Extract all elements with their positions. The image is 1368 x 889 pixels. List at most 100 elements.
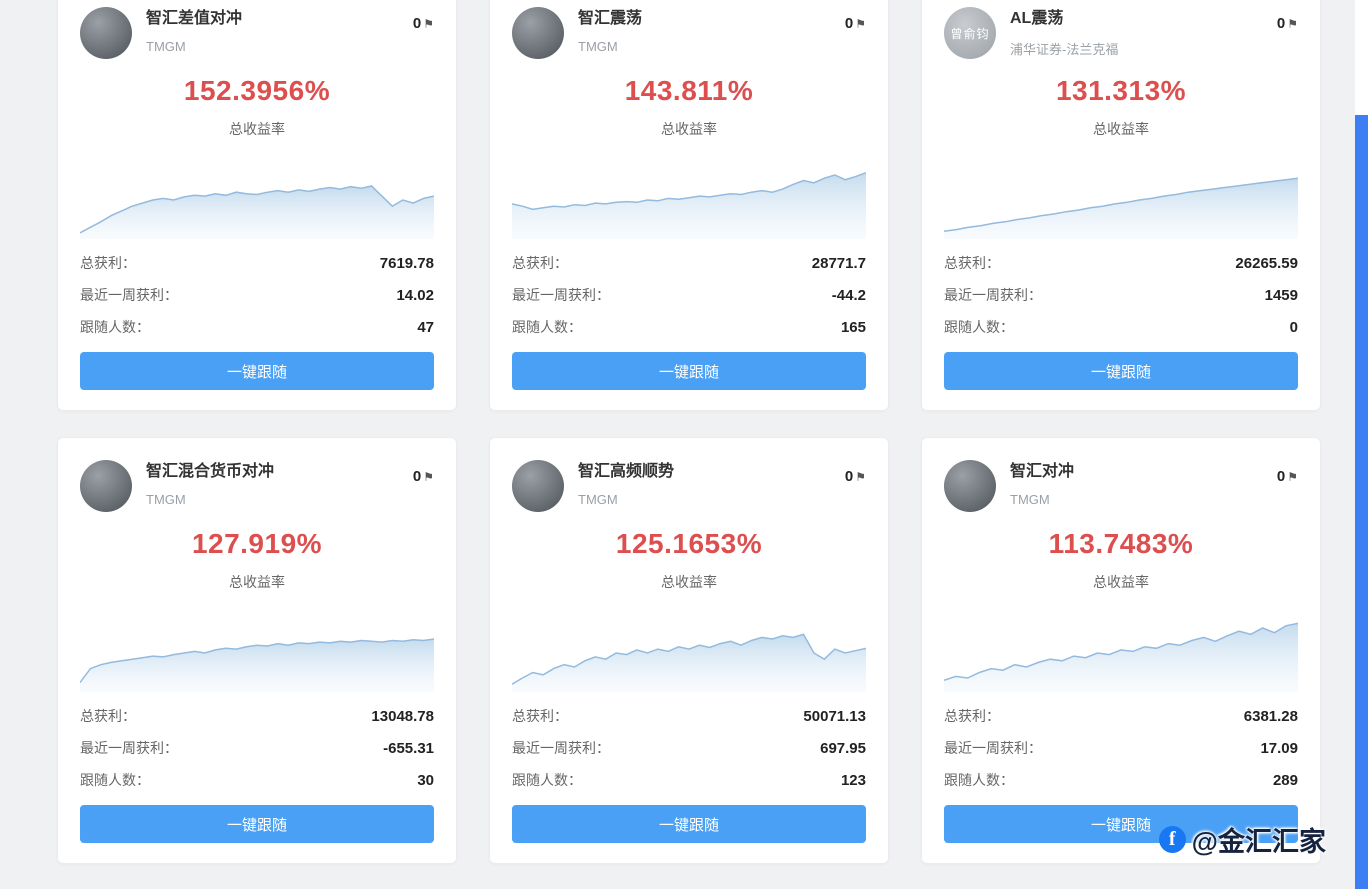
week-profit-label: 最近一周获利： <box>512 740 610 756</box>
flag-count-value: 0 <box>1276 15 1286 32</box>
followers-value: 165 <box>840 319 866 336</box>
flag-count-value: 0 <box>844 468 854 485</box>
total-profit-value: 6381.28 <box>1243 708 1298 725</box>
card-header-text: 智汇震荡 TMGM <box>578 7 845 54</box>
strategy-card: 智汇差值对冲 TMGM 0 ⚑ 152.3956% 总收益率 总获利： 7619… <box>57 0 457 411</box>
total-profit-label: 总获利： <box>512 255 568 271</box>
follow-button[interactable]: 一键跟随 <box>512 805 866 843</box>
follow-button[interactable]: 一键跟随 <box>80 805 434 843</box>
week-profit-value: -44.2 <box>831 287 866 304</box>
total-return-label: 总收益率 <box>1093 121 1149 137</box>
broker-name: TMGM <box>578 39 618 55</box>
week-profit-label: 最近一周获利： <box>80 287 178 303</box>
broker-name: TMGM <box>146 39 186 55</box>
sparkline-chart <box>512 171 866 239</box>
followers-label: 跟随人数： <box>80 772 150 788</box>
avatar-text: 曾俞钧 <box>950 26 990 41</box>
follow-button[interactable]: 一键跟随 <box>944 352 1298 390</box>
follow-button[interactable]: 一键跟随 <box>944 805 1298 843</box>
follow-button[interactable]: 一键跟随 <box>80 352 434 390</box>
total-return-value: 152.3956% <box>183 75 331 106</box>
week-profit-value: -655.31 <box>383 740 434 757</box>
strategy-card: 智汇震荡 TMGM 0 ⚑ 143.811% 总收益率 总获利： 28771.7… <box>489 0 889 411</box>
strategy-card: 曾俞钧 AL震荡 浦华证券-法兰克福 0 ⚑ 131.313% 总收益率 总获利… <box>921 0 1321 411</box>
flag-count-value: 0 <box>844 15 854 32</box>
broker-name: 浦华证券-法兰克福 <box>1010 42 1119 58</box>
total-profit-label: 总获利： <box>80 708 136 724</box>
stats-block: 总获利： 7619.78 最近一周获利： 14.02 跟随人数： 47 <box>80 253 434 349</box>
followers-row: 跟随人数： 123 <box>512 770 866 802</box>
total-profit-label: 总获利： <box>80 255 136 271</box>
stats-block: 总获利： 6381.28 最近一周获利： 17.09 跟随人数： 289 <box>944 706 1298 802</box>
card-header-text: 智汇高频顺势 TMGM <box>578 460 845 507</box>
followers-row: 跟随人数： 0 <box>944 317 1298 349</box>
strategy-card: 智汇混合货币对冲 TMGM 0 ⚑ 127.919% 总收益率 总获利： 130… <box>57 437 457 864</box>
total-profit-label: 总获利： <box>944 708 1000 724</box>
week-profit-value: 1459 <box>1264 287 1298 304</box>
total-profit-row: 总获利： 13048.78 <box>80 706 434 738</box>
watermark-text: @金汇汇家 <box>1191 827 1326 857</box>
total-return-value: 143.811% <box>624 75 754 106</box>
total-return-label: 总收益率 <box>661 574 717 590</box>
week-profit-label: 最近一周获利： <box>944 740 1042 756</box>
total-return-label: 总收益率 <box>229 121 285 137</box>
week-profit-row: 最近一周获利： 14.02 <box>80 285 434 317</box>
card-header-text: 智汇差值对冲 TMGM <box>146 7 413 54</box>
broker-name: TMGM <box>578 492 618 508</box>
total-return-value: 127.919% <box>191 528 323 559</box>
broker-name: TMGM <box>1010 492 1050 508</box>
followers-value: 0 <box>1289 319 1298 336</box>
week-profit-value: 17.09 <box>1260 740 1298 757</box>
card-header: 曾俞钧 AL震荡 浦华证券-法兰克福 0 ⚑ <box>944 7 1298 59</box>
watermark: f @金汇汇家 <box>1158 820 1326 859</box>
stats-block: 总获利： 28771.7 最近一周获利： -44.2 跟随人数： 165 <box>512 253 866 349</box>
followers-label: 跟随人数： <box>80 319 150 335</box>
strategy-name: 智汇对冲 <box>1010 463 1075 480</box>
strategy-card-grid: 智汇差值对冲 TMGM 0 ⚑ 152.3956% 总收益率 总获利： 7619… <box>57 0 1321 864</box>
avatar <box>944 460 996 512</box>
flag-icon: ⚑ <box>855 469 866 484</box>
total-profit-label: 总获利： <box>512 708 568 724</box>
avatar <box>80 460 132 512</box>
week-profit-label: 最近一周获利： <box>80 740 178 756</box>
followers-label: 跟随人数： <box>512 772 582 788</box>
flag-count: 0 ⚑ <box>845 7 866 32</box>
total-profit-value: 28771.7 <box>811 255 866 272</box>
sparkline-chart <box>80 185 434 239</box>
week-profit-label: 最近一周获利： <box>512 287 610 303</box>
flag-count: 0 ⚑ <box>1277 7 1298 32</box>
followers-value: 123 <box>840 772 866 789</box>
follow-button[interactable]: 一键跟随 <box>512 352 866 390</box>
week-profit-row: 最近一周获利： 1459 <box>944 285 1298 317</box>
total-return-value: 131.313% <box>1055 75 1187 106</box>
followers-row: 跟随人数： 47 <box>80 317 434 349</box>
sparkline-chart <box>944 622 1298 692</box>
total-profit-value: 13048.78 <box>371 708 434 725</box>
followers-value: 47 <box>417 319 434 336</box>
stats-block: 总获利： 13048.78 最近一周获利： -655.31 跟随人数： 30 <box>80 706 434 802</box>
scrollbar-thumb[interactable] <box>1355 115 1368 889</box>
week-profit-value: 697.95 <box>820 740 866 757</box>
total-return-label: 总收益率 <box>1093 574 1149 590</box>
card-header-text: 智汇混合货币对冲 TMGM <box>146 460 413 507</box>
week-profit-row: 最近一周获利： -44.2 <box>512 285 866 317</box>
avatar <box>512 7 564 59</box>
total-return-label: 总收益率 <box>229 574 285 590</box>
card-header-text: 智汇对冲 TMGM <box>1010 460 1277 507</box>
card-header: 智汇高频顺势 TMGM 0 ⚑ <box>512 460 866 512</box>
card-header-text: AL震荡 浦华证券-法兰克福 <box>1010 7 1277 58</box>
total-profit-row: 总获利： 26265.59 <box>944 253 1298 285</box>
card-header: 智汇差值对冲 TMGM 0 ⚑ <box>80 7 434 59</box>
stats-block: 总获利： 26265.59 最近一周获利： 1459 跟随人数： 0 <box>944 253 1298 349</box>
facebook-icon: f <box>1158 826 1186 853</box>
broker-name: TMGM <box>146 492 186 508</box>
followers-row: 跟随人数： 30 <box>80 770 434 802</box>
avatar: 曾俞钧 <box>944 7 996 59</box>
strategy-name: 智汇差值对冲 <box>146 10 243 27</box>
flag-icon: ⚑ <box>1287 469 1298 484</box>
flag-icon: ⚑ <box>423 469 434 484</box>
stats-block: 总获利： 50071.13 最近一周获利： 697.95 跟随人数： 123 <box>512 706 866 802</box>
card-header: 智汇震荡 TMGM 0 ⚑ <box>512 7 866 59</box>
strategy-name: 智汇震荡 <box>578 10 643 27</box>
strategy-name: 智汇高频顺势 <box>578 463 675 480</box>
